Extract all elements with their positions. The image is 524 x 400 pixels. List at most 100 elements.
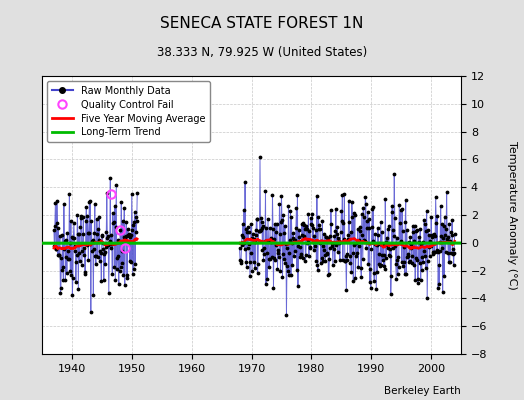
Point (96, 250, 105, 256)
Point (67, 218, 75, 224)
Point (333, 231, 341, 237)
Point (292, 225, 300, 231)
Point (305, 244, 314, 250)
Point (101, 249, 109, 255)
Point (99, 246, 107, 252)
Point (316, 260, 325, 266)
Point (116, 268, 124, 274)
Point (90, 246, 98, 252)
Point (279, 250, 287, 257)
Point (359, 237, 368, 244)
Point (364, 209, 372, 216)
Point (341, 258, 349, 264)
Point (79, 214, 88, 220)
Point (268, 192, 277, 198)
Point (385, 251, 394, 258)
Point (120, 205, 128, 212)
Point (316, 240, 324, 246)
Point (368, 206, 376, 212)
Point (242, 259, 250, 265)
Point (287, 214, 296, 220)
Point (373, 269, 381, 275)
Point (332, 242, 341, 248)
Point (63, 230, 72, 236)
Point (95, 237, 103, 244)
Point (305, 228, 313, 234)
Point (60, 246, 69, 252)
Point (440, 222, 448, 229)
Point (69, 234, 78, 241)
Point (320, 247, 328, 253)
Point (69, 275, 77, 281)
Point (282, 241, 290, 247)
Point (130, 219, 138, 225)
Point (447, 232, 456, 238)
Point (77, 215, 85, 222)
Point (256, 227, 265, 233)
Point (442, 226, 450, 232)
Point (399, 263, 408, 269)
Point (348, 213, 356, 220)
Point (311, 238, 320, 244)
Point (416, 225, 424, 232)
Point (411, 277, 419, 283)
Point (80, 252, 88, 259)
Point (304, 237, 312, 243)
Point (255, 228, 264, 234)
Point (356, 228, 364, 234)
Point (78, 262, 86, 268)
Point (430, 249, 438, 256)
Point (294, 283, 302, 290)
Point (358, 232, 366, 239)
Point (125, 233, 133, 239)
Point (342, 287, 351, 293)
Point (319, 258, 328, 264)
Point (328, 243, 336, 250)
Point (401, 197, 410, 204)
Point (91, 253, 100, 260)
Point (122, 233, 130, 239)
Point (438, 244, 446, 251)
Point (375, 260, 383, 267)
Point (301, 258, 310, 264)
Text: SENECA STATE FOREST 1N: SENECA STATE FOREST 1N (160, 16, 364, 31)
Point (432, 247, 441, 253)
Point (243, 229, 251, 235)
Point (361, 238, 369, 244)
Point (314, 214, 323, 220)
Point (380, 266, 389, 273)
Point (298, 232, 307, 238)
Point (266, 256, 275, 262)
Point (430, 231, 439, 237)
Point (289, 229, 297, 236)
Point (441, 249, 450, 255)
Point (85, 240, 94, 247)
Point (364, 261, 373, 268)
Point (350, 210, 358, 216)
Point (325, 256, 334, 262)
Point (329, 262, 337, 268)
Point (312, 226, 320, 233)
Point (73, 212, 82, 218)
Point (395, 264, 403, 270)
Point (283, 245, 292, 252)
Point (349, 278, 357, 284)
Point (330, 232, 339, 239)
Point (64, 256, 73, 262)
Point (412, 227, 421, 233)
Point (123, 274, 132, 281)
Point (442, 189, 451, 196)
Point (432, 220, 440, 227)
Point (248, 236, 257, 242)
Point (105, 240, 114, 247)
Point (280, 230, 289, 236)
Point (107, 240, 116, 247)
Point (245, 258, 254, 265)
Point (307, 215, 315, 222)
Point (379, 242, 387, 248)
Point (82, 218, 90, 224)
Point (121, 235, 129, 241)
Point (409, 223, 417, 229)
Point (260, 250, 269, 257)
Point (268, 254, 276, 260)
